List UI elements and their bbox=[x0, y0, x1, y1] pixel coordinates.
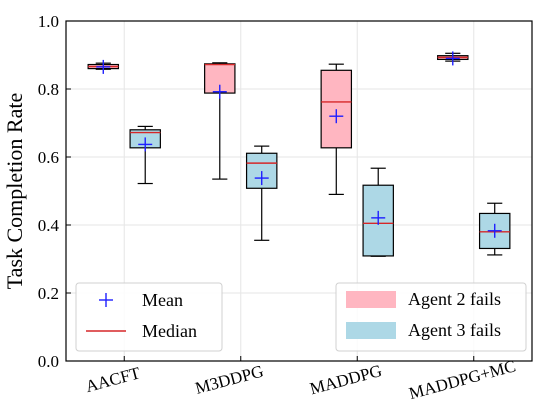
legend-mean-label: Mean bbox=[142, 290, 183, 310]
legend-agent3-label: Agent 3 fails bbox=[408, 320, 501, 340]
legend-agent2-swatch bbox=[346, 291, 396, 308]
x-tick-label: MADDPG+MC bbox=[407, 356, 518, 403]
box-m3ddpg-series-1 bbox=[245, 145, 278, 241]
box-iqr bbox=[320, 69, 353, 149]
legend-median-label: Median bbox=[142, 321, 197, 341]
box-maddpg-mc-series-0 bbox=[437, 51, 469, 66]
box-m3ddpg-series-0 bbox=[204, 62, 236, 180]
box-aacft-series-0 bbox=[87, 59, 120, 74]
box-maddpg-series-1 bbox=[362, 167, 394, 257]
x-tick-label: AACFT bbox=[83, 363, 142, 396]
x-tick-label: MADDPG bbox=[308, 361, 384, 398]
legend-series: Agent 2 fails Agent 3 fails bbox=[335, 282, 527, 352]
y-tick-label: 0.4 bbox=[38, 216, 60, 235]
box-aacft-series-1 bbox=[129, 125, 161, 185]
plot-frame bbox=[65, 20, 533, 362]
y-tick-label: 0.8 bbox=[38, 80, 59, 99]
legend-agent3-swatch bbox=[346, 322, 396, 339]
legend-mean-marker bbox=[99, 293, 113, 307]
legend-agent2-label: Agent 2 fails bbox=[408, 289, 501, 309]
box-maddpg-mc-series-1 bbox=[478, 202, 511, 256]
box-series bbox=[87, 51, 511, 257]
y-tick-label: 0.0 bbox=[38, 352, 59, 371]
y-axis-title: Task Completion Rate bbox=[2, 93, 27, 289]
y-tick-label: 0.2 bbox=[38, 284, 59, 303]
legend-stats: Mean Median bbox=[75, 282, 223, 352]
x-tick-label: M3DDPG bbox=[193, 361, 265, 397]
box-maddpg-series-0 bbox=[320, 63, 353, 195]
y-axis: 0.0 0.2 0.4 0.6 0.8 1.0 bbox=[38, 12, 71, 371]
x-axis: AACFT M3DDPG MADDPG MADDPG+MC bbox=[83, 356, 518, 403]
y-tick-label: 0.6 bbox=[38, 148, 59, 167]
y-tick-label: 1.0 bbox=[38, 12, 59, 31]
